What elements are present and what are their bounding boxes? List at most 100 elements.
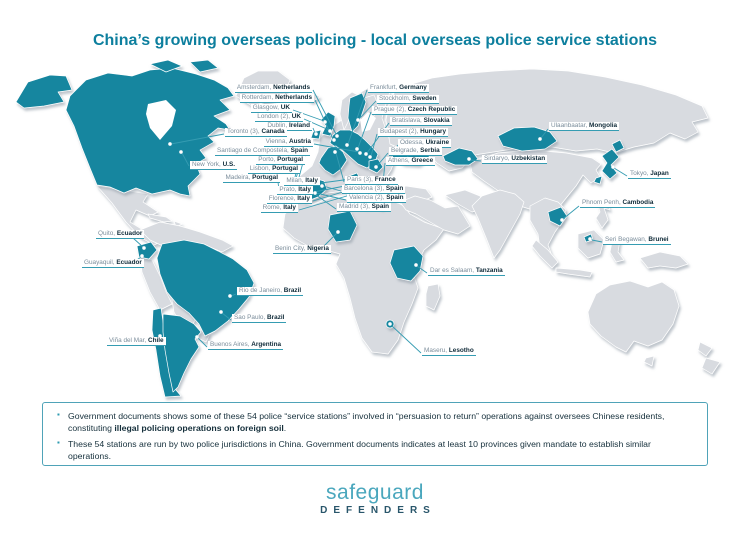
station-dot (306, 187, 310, 191)
leader-line (303, 118, 330, 131)
land-greenland (235, 70, 291, 107)
station-dot (320, 184, 324, 188)
leader-line (129, 256, 142, 266)
logo-wordmark: safeguard (326, 481, 424, 504)
station-dot (354, 182, 358, 186)
safeguard-defenders-logo: safeguard DEFENDERS (0, 482, 750, 517)
station-dot (332, 138, 336, 142)
country-brazil (156, 239, 255, 337)
country-japan-hokkaido (611, 139, 625, 153)
station-dot (611, 165, 615, 169)
station-dot (335, 134, 339, 138)
station-dot (388, 322, 392, 326)
station-dot (313, 191, 317, 195)
station-dot (168, 142, 172, 146)
country-tanzania (389, 245, 424, 282)
station-dot (345, 143, 349, 147)
land-new-zealand-north (697, 341, 713, 357)
baltic-sea (360, 112, 376, 132)
leader-line (197, 337, 208, 348)
station-dot (356, 118, 360, 122)
leader-line (391, 325, 422, 354)
land-java (555, 267, 593, 278)
leader-line (357, 111, 372, 149)
leader-line (312, 89, 337, 135)
station-dot (358, 151, 362, 155)
water-cutouts (146, 100, 376, 140)
note-text: These 54 stations are run by two police … (68, 439, 651, 462)
country-arctic-island-1 (149, 59, 183, 73)
station-dot (410, 159, 414, 163)
notes-box: ▪ Government documents shows some of thes… (42, 402, 708, 466)
leader-line (376, 152, 389, 167)
leader-line (292, 109, 325, 122)
leader-line (347, 89, 368, 145)
land-australia (587, 280, 680, 353)
station-dot (379, 202, 383, 206)
station-dot (467, 157, 471, 161)
leader-line (181, 152, 190, 167)
note-text: Government documents shows some of these… (68, 411, 665, 433)
station-dot (355, 186, 359, 190)
country-canada-usa (65, 67, 235, 197)
leader-line (540, 128, 549, 139)
country-argentina (162, 313, 202, 393)
leader-line (613, 167, 628, 177)
leader-line (358, 100, 377, 120)
country-arctic-island-2 (189, 59, 219, 73)
leader-line (312, 127, 316, 134)
country-japan-honshu (601, 148, 620, 180)
station-dot (323, 120, 327, 124)
land-philippines (595, 199, 611, 229)
station-dot (560, 218, 564, 222)
station-dot (142, 246, 146, 250)
station-dot (538, 137, 542, 141)
country-sweden (347, 92, 367, 133)
station-dot (195, 335, 199, 339)
station-dot (158, 334, 162, 338)
station-dot (356, 191, 360, 195)
note-text-tail: . (283, 422, 287, 433)
station-dot (414, 263, 418, 267)
leader-line (322, 185, 342, 192)
page-title: China’s growing overseas policing - loca… (92, 32, 658, 49)
hudson-bay (146, 100, 176, 140)
note-item: ▪ Government documents shows some of thes… (57, 410, 693, 434)
note-text-bold: illegal policing operations on foreign s… (114, 422, 284, 433)
station-dot (336, 230, 340, 234)
station-dot (228, 294, 232, 298)
leader-line (315, 192, 347, 201)
station-dot (295, 180, 299, 184)
note-item: ▪ These 54 stations are run by two police… (57, 438, 693, 462)
leader-line (416, 265, 428, 274)
leader-line (132, 237, 144, 248)
land-madagascar (425, 283, 441, 311)
station-dot (291, 185, 295, 189)
station-dot (364, 152, 368, 156)
station-dot (355, 147, 359, 151)
leader-line (277, 181, 282, 207)
leader-line (313, 143, 360, 153)
land-sulawesi (609, 239, 625, 263)
leader-line (562, 205, 580, 220)
land-cuba (147, 213, 173, 223)
station-dot (288, 193, 292, 197)
station-dot (219, 310, 223, 314)
station-dot (588, 237, 592, 241)
station-dot (350, 177, 354, 181)
land-sumatra (531, 239, 559, 269)
station-dot (368, 155, 372, 159)
land-tasmania (643, 355, 655, 367)
bullet-icon: ▪ (57, 410, 60, 419)
bullet-icon: ▪ (57, 438, 60, 448)
leader-line (591, 239, 603, 243)
land-new-guinea (639, 251, 689, 269)
country-alaska (15, 74, 73, 109)
country-mongolia (497, 126, 558, 152)
country-japan-kyushu (593, 175, 603, 185)
land-middle-east (399, 195, 471, 235)
logo-subtitle: DEFENDERS (320, 505, 436, 516)
land-africa (282, 196, 445, 355)
